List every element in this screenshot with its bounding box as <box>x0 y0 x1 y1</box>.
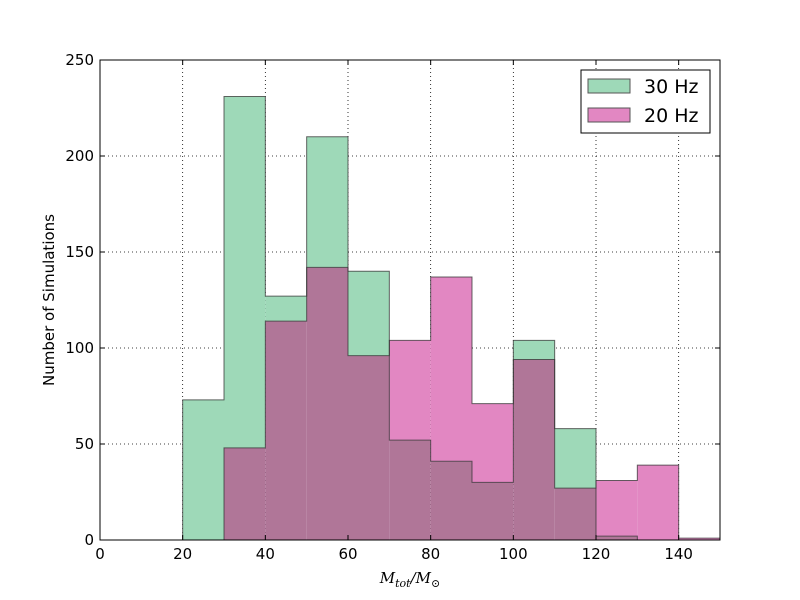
bar-20hz <box>430 276 472 462</box>
legend: 30 Hz 20 Hz <box>580 69 711 134</box>
legend-label-30hz: 30 Hz <box>644 76 699 98</box>
y-tick-label: 50 <box>75 435 94 453</box>
bar-30hz <box>182 399 224 540</box>
bar-overlap <box>348 355 390 540</box>
y-tick-label: 100 <box>65 339 94 357</box>
legend-label-20hz: 20 Hz <box>644 105 699 127</box>
bar-20hz <box>637 465 679 540</box>
x-tick-label: 40 <box>256 545 275 563</box>
x-tick-label: 20 <box>173 545 192 563</box>
y-tick-label: 250 <box>65 51 94 69</box>
x-tick-label: 140 <box>664 545 693 563</box>
x-tick-label: 80 <box>421 545 440 563</box>
plot-frame <box>99 59 721 541</box>
x-tick-label: 120 <box>582 545 611 563</box>
bar-overlap <box>554 488 596 540</box>
y-tick-label: 150 <box>65 243 94 261</box>
bar-overlap <box>389 440 431 540</box>
x-tick-label: 60 <box>338 545 357 563</box>
bar-20hz <box>389 340 431 441</box>
histogram-bars <box>100 95 721 541</box>
y-tick-label: 0 <box>84 531 94 549</box>
bar-30hz <box>265 296 307 322</box>
bar-overlap <box>472 482 514 540</box>
legend-swatch-30hz <box>587 78 631 94</box>
x-tick-label: 0 <box>95 545 105 563</box>
bar-30hz <box>513 340 555 360</box>
bar-overlap <box>596 536 638 540</box>
x-tick-label: 100 <box>499 545 528 563</box>
y-axis-label: Number of Simulations <box>40 214 58 386</box>
bar-30hz <box>348 271 390 356</box>
axis-ticks: 0 20 40 60 80 100 120 140 0 50 100 150 200 250 <box>65 51 720 563</box>
bar-overlap <box>265 321 307 540</box>
x-axis-label: Mtot/M⊙ <box>379 569 440 590</box>
bar-overlap <box>430 461 472 540</box>
y-tick-label: 200 <box>65 147 94 165</box>
outline-20hz <box>100 266 721 541</box>
bar-overlap <box>306 267 348 540</box>
bar-20hz <box>472 403 514 483</box>
bar-30hz <box>554 428 596 489</box>
bar-30hz <box>224 96 266 448</box>
bar-overlap <box>513 359 555 540</box>
bar-overlap <box>224 447 266 540</box>
legend-swatch-20hz <box>587 107 631 123</box>
bar-20hz <box>678 538 720 540</box>
bar-20hz <box>596 480 638 537</box>
bar-30hz <box>306 136 348 268</box>
